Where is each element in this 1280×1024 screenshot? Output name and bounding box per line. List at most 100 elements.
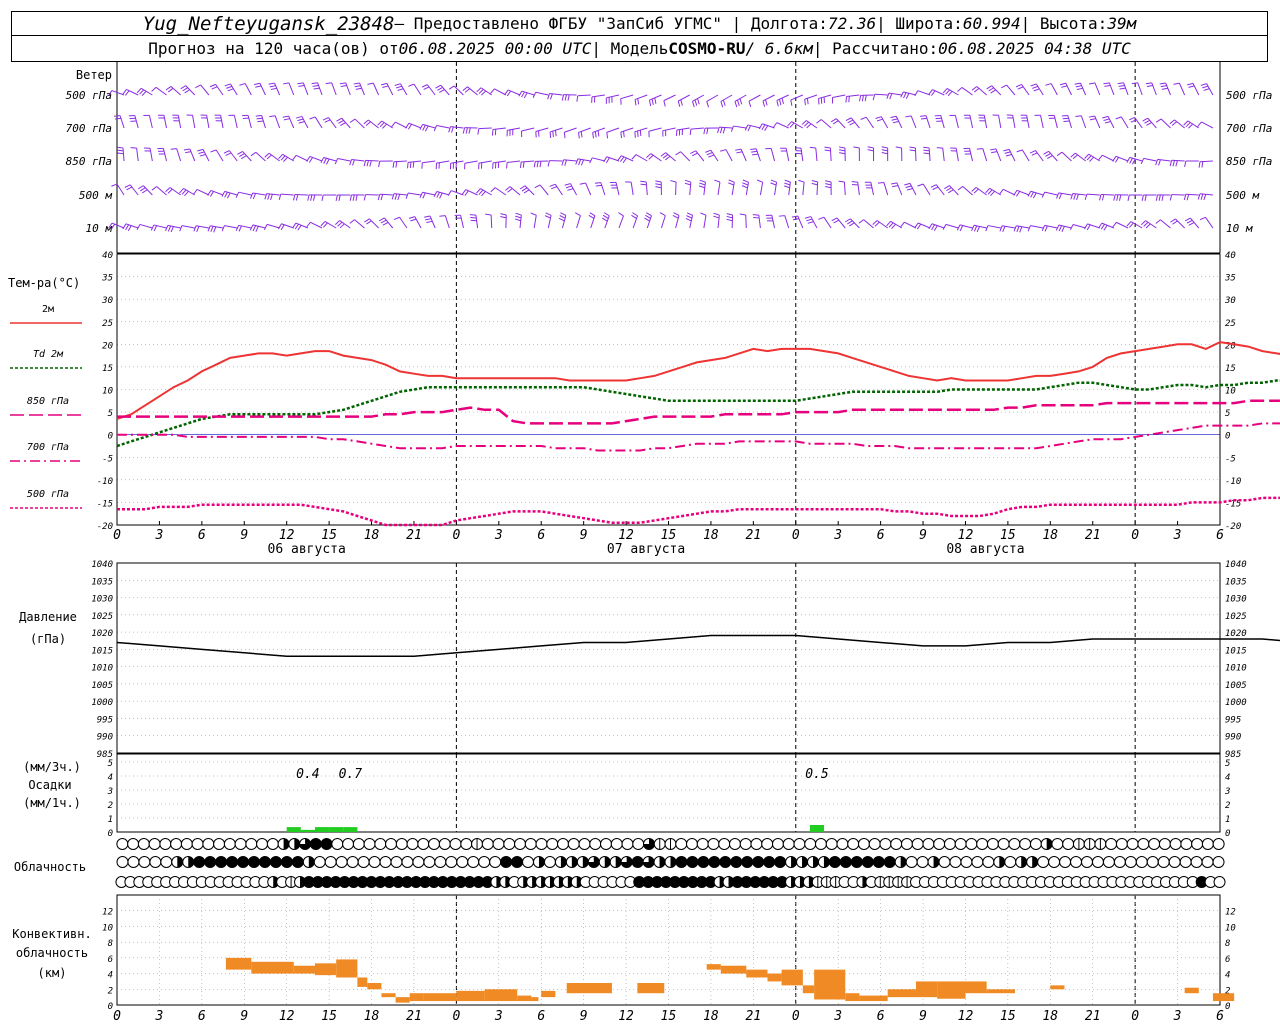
x-date-label: 07 августа xyxy=(607,542,685,557)
wind-barb xyxy=(293,194,308,201)
wind-barb-flag xyxy=(1013,225,1017,232)
wind-barb-flag xyxy=(547,93,551,100)
cloud-symbol xyxy=(159,838,172,850)
wind-barb-flag xyxy=(946,187,952,192)
wind-barb xyxy=(263,223,280,230)
wind-barb-flag xyxy=(506,90,512,97)
temp-legend-td: Td 2м xyxy=(33,349,64,360)
wind-barb xyxy=(235,191,252,198)
wind-barb-staff xyxy=(215,84,224,96)
temp-tick-right: -15 xyxy=(1225,499,1241,509)
wind-barb-flag xyxy=(830,118,837,123)
cloud-circle xyxy=(438,838,451,850)
wind-barb-flag xyxy=(1126,157,1131,163)
wind-barb-staff xyxy=(386,83,394,96)
wind-barb xyxy=(700,212,707,229)
wind-barb-flag xyxy=(655,183,662,186)
wind-barb-staff xyxy=(665,152,676,162)
wind-barb-staff xyxy=(549,92,563,96)
wind-barb-staff xyxy=(185,85,196,96)
wind-barb-flag xyxy=(167,87,174,93)
wind-barb-flag xyxy=(713,212,720,216)
pressure-tick-right: 1010 xyxy=(1225,664,1247,674)
conv-tick-right: 12 xyxy=(1225,908,1236,918)
wind-barb-flag xyxy=(365,121,371,127)
title-bar: Yug_Nefteyugansk_23848 – Предоставлено Ф… xyxy=(11,11,1268,36)
cloud-symbol xyxy=(883,876,896,888)
wind-barb-flag xyxy=(589,212,596,217)
wind-barb-flag xyxy=(340,85,347,87)
wind-barb-flag xyxy=(790,99,793,106)
cloud-symbol xyxy=(535,838,548,850)
cloud-symbol xyxy=(730,856,743,868)
wind-barb xyxy=(1056,151,1072,162)
cloud-circle xyxy=(363,838,376,850)
x-date-label: 08 августа xyxy=(946,542,1024,557)
wind-barb-flag xyxy=(334,220,341,226)
cloud-symbol xyxy=(374,838,387,850)
cloud-symbol xyxy=(481,838,494,850)
wind-barb xyxy=(150,224,167,232)
wind-barb-flag xyxy=(139,187,146,192)
wind-barb xyxy=(867,146,875,162)
wind-barb xyxy=(1128,117,1143,129)
x-hour-label: 0 xyxy=(792,528,800,543)
wind-barb xyxy=(1126,221,1143,229)
wind-barb-flag xyxy=(801,120,807,125)
cloud-symbol xyxy=(202,838,215,850)
cloud-three-quarter xyxy=(643,856,655,868)
cloud-circle xyxy=(850,856,863,868)
wind-barb-flag xyxy=(703,128,706,135)
wind-barb-flag xyxy=(1114,157,1120,163)
wind-barb xyxy=(864,181,875,196)
wind-barb xyxy=(603,156,620,164)
wind-barb-flag xyxy=(867,149,874,152)
cloud-circle xyxy=(269,856,282,868)
wind-barb xyxy=(986,85,1002,96)
wind-barb-flag xyxy=(391,193,395,200)
wind-barb xyxy=(831,94,846,104)
wind-barb xyxy=(250,151,266,162)
wind-barb-staff xyxy=(155,86,167,96)
wind-barb-flag xyxy=(320,157,325,164)
wind-barb-flag xyxy=(313,87,320,90)
wind-barb xyxy=(563,127,577,139)
wind-barb-flag xyxy=(751,150,758,153)
wind-barb-flag xyxy=(308,157,313,163)
wind-barb-flag xyxy=(739,98,743,105)
cloud-symbol xyxy=(320,838,333,850)
wind-barb xyxy=(136,87,153,97)
wind-barb xyxy=(306,221,323,229)
x-hour-label-bottom: 21 xyxy=(746,1009,762,1024)
wind-barb-flag xyxy=(872,220,878,225)
wind-barb-flag xyxy=(973,188,979,194)
wind-barb-staff xyxy=(759,182,764,196)
cloud-circle xyxy=(793,838,806,850)
conv-bar xyxy=(357,977,368,987)
wind-barb xyxy=(1084,223,1100,231)
wind-barb xyxy=(1102,115,1115,129)
wind-barb-staff xyxy=(1129,156,1143,162)
conv-tick-left: 10 xyxy=(102,923,113,933)
cloud-circle xyxy=(675,856,688,868)
temp-tick-left: 10 xyxy=(102,387,113,397)
wind-barb-flag xyxy=(298,121,305,124)
wind-barb xyxy=(676,127,690,136)
wind-barb-staff xyxy=(1101,222,1115,229)
wind-barb xyxy=(859,94,874,102)
wind-barb xyxy=(780,147,790,162)
wind-barb-staff xyxy=(689,182,692,196)
wind-barb-flag xyxy=(1116,194,1119,201)
conv-bar xyxy=(566,983,612,994)
conv-tick-right: 4 xyxy=(1225,971,1230,981)
cloud-symbol xyxy=(1091,856,1104,868)
conv-bar xyxy=(541,990,556,998)
wind-barb xyxy=(143,114,153,129)
cloud-symbol xyxy=(954,838,967,850)
wind-barb-staff xyxy=(549,127,563,133)
wind-barb xyxy=(957,186,973,196)
cloud-symbol xyxy=(127,856,140,868)
wind-barb xyxy=(364,218,379,229)
wind-barb-staff xyxy=(762,94,775,102)
x-hour-label-bottom: 0 xyxy=(452,1009,460,1024)
